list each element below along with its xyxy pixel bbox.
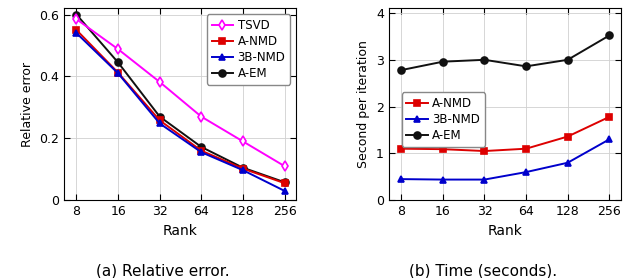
A-EM	[522, 65, 530, 68]
A-NMD	[72, 28, 80, 32]
A-EM	[239, 166, 247, 169]
Line: A-NMD: A-NMD	[73, 26, 288, 187]
A-EM	[72, 13, 80, 16]
A-EM	[439, 60, 447, 63]
3B-NMD	[198, 151, 205, 154]
A-NMD	[564, 135, 572, 138]
Line: 3B-NMD: 3B-NMD	[73, 30, 288, 194]
Line: TSVD: TSVD	[73, 16, 288, 170]
A-NMD	[522, 147, 530, 150]
A-NMD	[114, 71, 122, 74]
TSVD	[156, 80, 164, 84]
TSVD	[72, 18, 80, 21]
A-NMD	[481, 149, 488, 153]
3B-NMD	[397, 177, 405, 181]
Line: 3B-NMD: 3B-NMD	[398, 136, 612, 183]
TSVD	[198, 115, 205, 118]
TSVD	[114, 48, 122, 51]
A-EM	[156, 115, 164, 118]
A-EM	[198, 145, 205, 149]
Y-axis label: Second per iteration: Second per iteration	[357, 40, 371, 168]
X-axis label: Rank: Rank	[163, 224, 197, 238]
Legend: A-NMD, 3B-NMD, A-EM: A-NMD, 3B-NMD, A-EM	[402, 92, 485, 147]
TSVD	[239, 140, 247, 143]
3B-NMD	[114, 72, 122, 75]
A-NMD	[439, 148, 447, 151]
3B-NMD	[439, 178, 447, 181]
3B-NMD	[522, 170, 530, 174]
Text: (b) Time (seconds).: (b) Time (seconds).	[409, 263, 557, 278]
A-EM	[605, 34, 613, 37]
3B-NMD	[481, 178, 488, 181]
Text: (a) Relative error.: (a) Relative error.	[97, 263, 230, 278]
A-EM	[114, 61, 122, 64]
3B-NMD	[281, 189, 289, 193]
A-EM	[281, 180, 289, 184]
A-NMD	[239, 167, 247, 170]
A-NMD	[156, 119, 164, 122]
A-NMD	[605, 115, 613, 118]
3B-NMD	[72, 31, 80, 35]
A-EM	[481, 58, 488, 61]
A-NMD	[281, 182, 289, 185]
Legend: TSVD, A-NMD, 3B-NMD, A-EM: TSVD, A-NMD, 3B-NMD, A-EM	[207, 14, 290, 85]
Line: A-NMD: A-NMD	[398, 113, 612, 155]
3B-NMD	[605, 138, 613, 141]
A-NMD	[397, 147, 405, 150]
A-EM	[564, 58, 572, 61]
X-axis label: Rank: Rank	[488, 224, 522, 238]
3B-NMD	[564, 161, 572, 164]
3B-NMD	[156, 122, 164, 125]
A-NMD	[198, 149, 205, 152]
Line: A-EM: A-EM	[398, 32, 612, 74]
TSVD	[281, 165, 289, 168]
3B-NMD	[239, 168, 247, 172]
Y-axis label: Relative error: Relative error	[20, 62, 34, 147]
Line: A-EM: A-EM	[73, 11, 288, 186]
A-EM	[397, 68, 405, 72]
